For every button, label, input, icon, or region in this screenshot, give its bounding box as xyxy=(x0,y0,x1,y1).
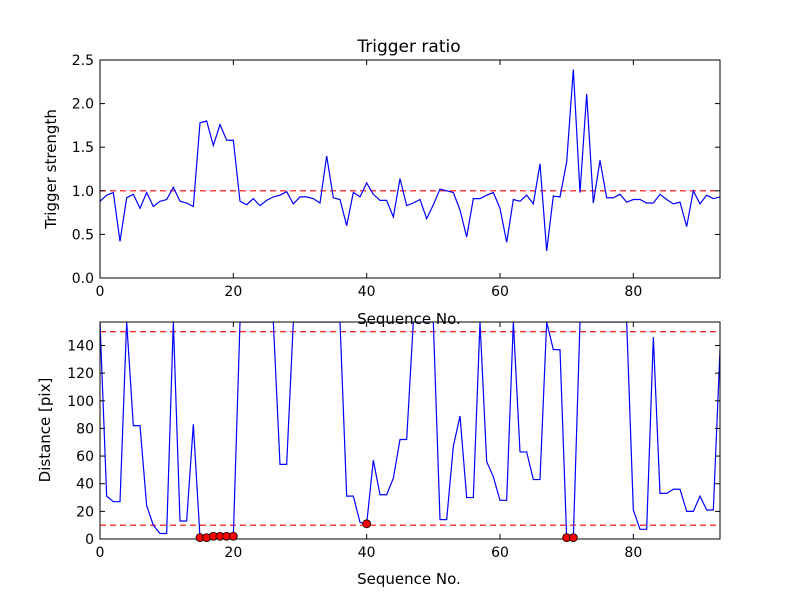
y-tick-label: 60 xyxy=(76,449,94,465)
y-tick-label: 20 xyxy=(76,504,94,520)
chart-title: Trigger ratio xyxy=(356,37,460,57)
y-tick-label: 2.5 xyxy=(72,53,94,69)
y-tick-label: 40 xyxy=(76,477,94,493)
y-tick-label: 140 xyxy=(67,338,94,354)
y-tick-label: 0 xyxy=(85,532,94,548)
top-axes-frame xyxy=(99,59,721,279)
y-tick-label: 0.5 xyxy=(72,227,94,243)
data-point-marker xyxy=(362,519,372,529)
distance-chart: 0 20 40 60 80 0 20 40 60 80 100 120 140 Sequence No.… xyxy=(36,321,721,588)
x-tick-label: 0 xyxy=(96,545,105,561)
data-point-marker xyxy=(568,533,578,543)
bottom-axes-frame xyxy=(99,321,721,540)
x-tick-label: 60 xyxy=(491,545,509,561)
x-tick-label: 40 xyxy=(358,545,376,561)
trigger-ratio-chart: Trigger ratio 0 20 40 60 80 0.0 0.5 1.0 1.5 2.0 2.… xyxy=(42,37,721,328)
x-tick-label: 20 xyxy=(224,284,242,300)
top-ticks: 0 20 40 60 80 0.0 0.5 1.0 1.5 2.0 2.5 xyxy=(72,53,720,300)
top-series-line xyxy=(100,69,720,252)
bottom-markers xyxy=(195,519,578,543)
bottom-y-axis-label: Distance [pix] xyxy=(36,378,54,483)
top-y-axis-label: Trigger strength xyxy=(42,109,60,230)
y-tick-label: 1.0 xyxy=(72,184,94,200)
x-tick-label: 0 xyxy=(96,284,105,300)
x-tick-label: 20 xyxy=(224,545,242,561)
x-tick-label: 80 xyxy=(624,284,642,300)
x-tick-label: 60 xyxy=(491,284,509,300)
y-tick-label: 80 xyxy=(76,421,94,437)
y-tick-label: 1.5 xyxy=(72,140,94,156)
top-plot-area xyxy=(100,69,720,252)
top-x-axis-label: Sequence No. xyxy=(357,310,461,328)
y-tick-label: 120 xyxy=(67,366,94,382)
y-tick-label: 100 xyxy=(67,394,94,410)
y-tick-label: 0.0 xyxy=(72,271,94,287)
y-tick-label: 2.0 xyxy=(72,97,94,113)
x-tick-label: 40 xyxy=(358,284,376,300)
bottom-ticks: 0 20 40 60 80 0 20 40 60 80 100 120 140 xyxy=(67,322,720,561)
data-point-marker xyxy=(228,531,238,541)
x-tick-label: 80 xyxy=(624,545,642,561)
bottom-x-axis-label: Sequence No. xyxy=(357,570,461,588)
